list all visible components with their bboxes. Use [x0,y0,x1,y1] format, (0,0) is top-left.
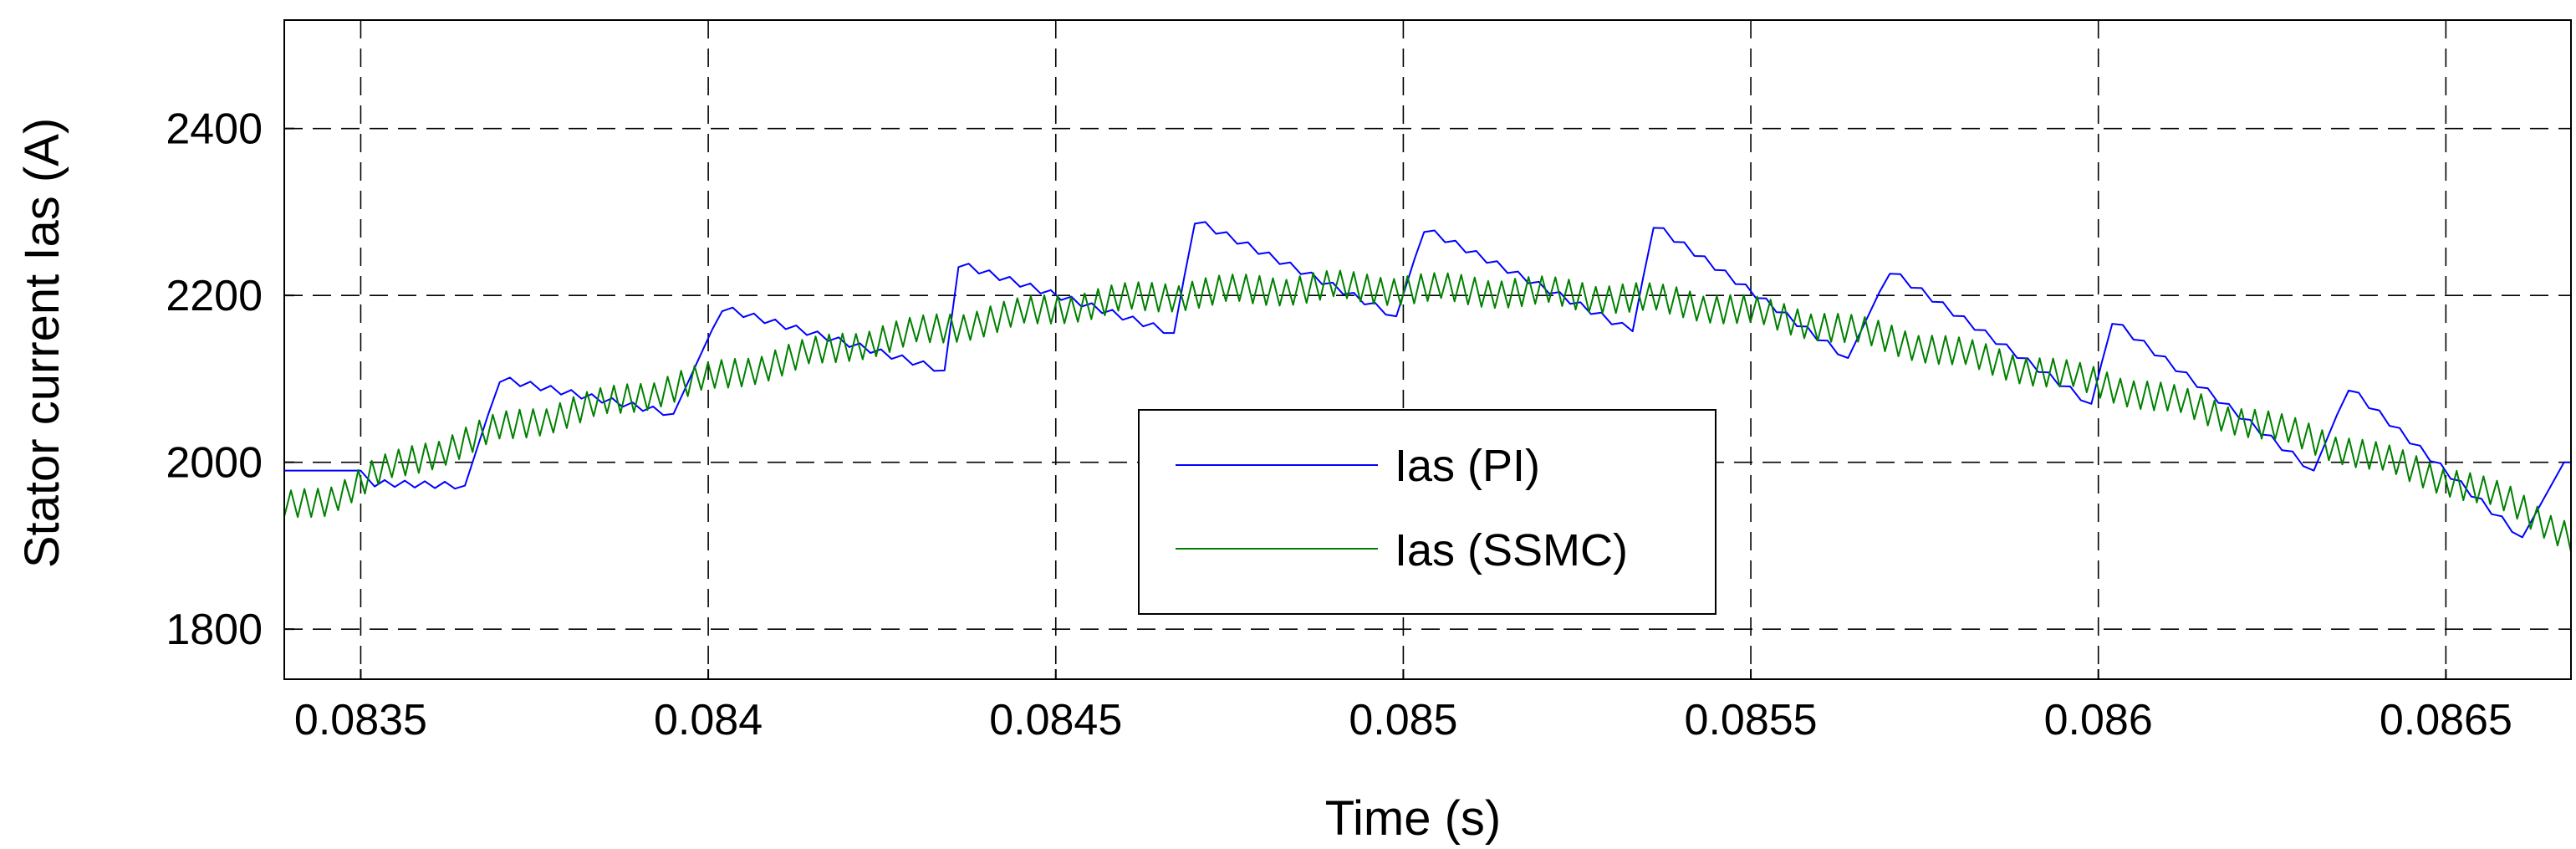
y-tick-label: 2000 [166,439,263,488]
x-tick-label: 0.086 [2044,696,2153,744]
legend-box [1138,409,1716,615]
y-tick-label: 1800 [166,606,263,654]
plot-frame [283,19,2572,680]
x-tick-label: 0.0835 [294,696,427,744]
x-axis-label: Time (s) [1325,791,1501,846]
x-tick-label: 0.0855 [1685,696,1818,744]
plot-area [284,221,2571,553]
y-axis-label: Stator current Ias (A) [15,118,69,568]
legend: Ias (PI) Ias (SSMC) [1138,409,1716,615]
y-tick-label: 2200 [166,272,263,320]
legend-label-ias-ssmc: Ias (SSMC) [1395,525,1628,575]
x-tick-label: 0.0865 [2380,696,2512,744]
x-tick-label: 0.084 [654,696,763,744]
x-axis-ticks: 0.0835 0.084 0.0845 0.085 0.0855 0.086 0.0865 [294,669,2512,744]
x-tick-label: 0.085 [1349,696,1457,744]
series-line-ias-ssmc [284,269,2571,553]
legend-label-ias-pi: Ias (PI) [1395,441,1540,491]
series-line-ias-pi [284,221,2571,539]
y-axis-ticks: 1800 2000 2200 2400 [166,105,294,654]
x-tick-label: 0.0845 [989,696,1122,744]
y-tick-label: 2400 [166,105,263,154]
